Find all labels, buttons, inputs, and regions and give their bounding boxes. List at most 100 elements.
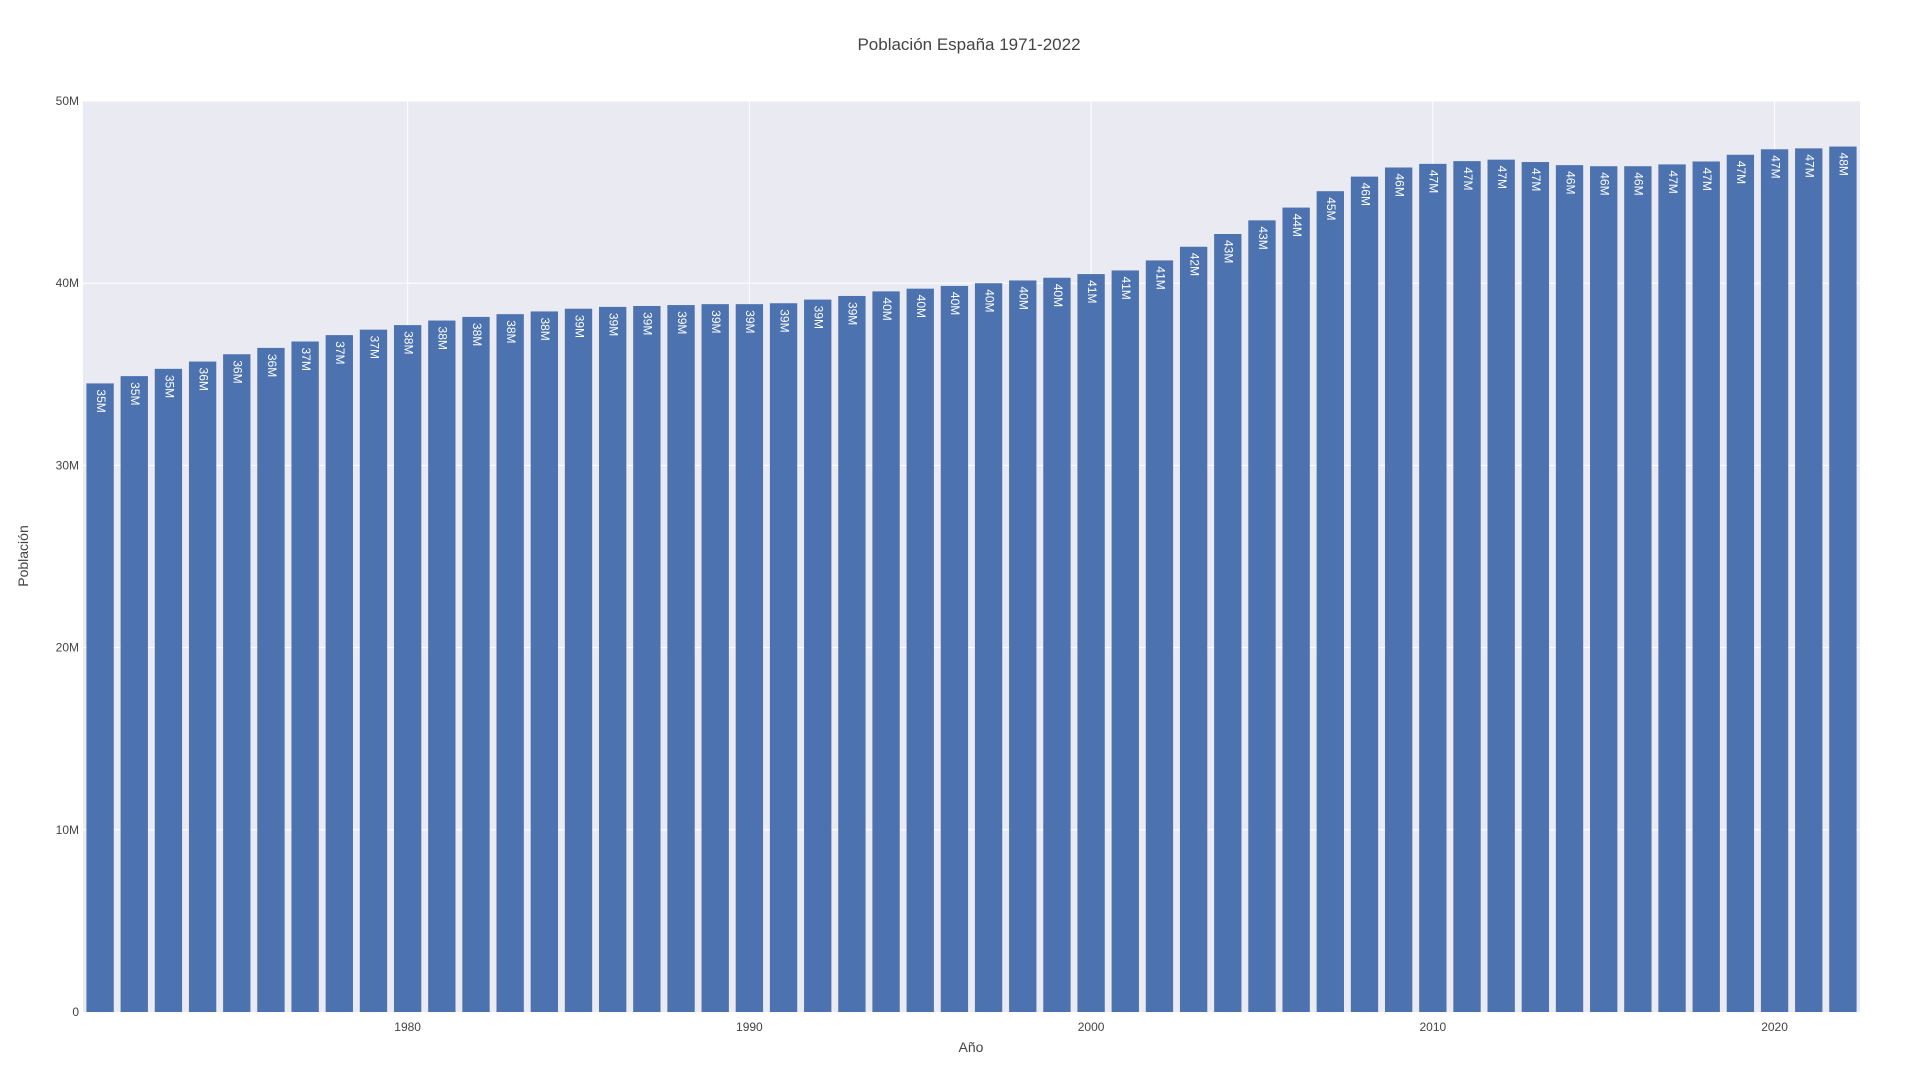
bar bbox=[1829, 146, 1857, 1013]
x-tick-label: 2020 bbox=[1761, 1020, 1788, 1034]
bar-data-label: 35M bbox=[162, 375, 176, 398]
bar-data-label: 36M bbox=[265, 354, 279, 377]
y-tick-label: 10M bbox=[56, 823, 79, 837]
bar bbox=[1145, 260, 1174, 1012]
bar bbox=[1590, 166, 1618, 1012]
y-tick-label: 30M bbox=[56, 458, 79, 472]
bar bbox=[1453, 161, 1481, 1013]
bar-data-label: 39M bbox=[675, 311, 689, 334]
bar-data-label: 37M bbox=[299, 348, 313, 371]
bar bbox=[1009, 280, 1037, 1012]
bar bbox=[1043, 277, 1071, 1012]
bar-data-label: 43M bbox=[1256, 226, 1270, 249]
bar bbox=[804, 299, 832, 1012]
bar-data-label: 47M bbox=[1427, 170, 1441, 193]
bar bbox=[462, 316, 490, 1013]
bar-data-label: 46M bbox=[1392, 174, 1406, 197]
bar bbox=[1179, 246, 1208, 1012]
bar-data-label: 47M bbox=[1666, 170, 1680, 193]
bar-data-label: 40M bbox=[982, 289, 996, 312]
bar bbox=[1692, 161, 1720, 1012]
bar-data-label: 38M bbox=[470, 323, 484, 346]
x-tick-label: 1980 bbox=[394, 1020, 421, 1034]
bar-data-label: 41M bbox=[1119, 276, 1133, 299]
x-tick-label: 2000 bbox=[1078, 1020, 1105, 1034]
bar bbox=[735, 304, 764, 1012]
bar bbox=[769, 303, 798, 1012]
bar-data-label: 41M bbox=[1085, 280, 1099, 303]
bar-data-label: 46M bbox=[1598, 172, 1612, 195]
bar bbox=[1726, 154, 1755, 1012]
bar bbox=[1487, 159, 1515, 1012]
bar-data-label: 35M bbox=[128, 382, 142, 405]
bar bbox=[257, 347, 285, 1013]
bar bbox=[1316, 191, 1344, 1013]
bar-data-label: 39M bbox=[709, 310, 723, 333]
bar-data-label: 42M bbox=[1187, 253, 1201, 276]
bar bbox=[223, 354, 251, 1012]
bar-data-label: 40M bbox=[948, 292, 962, 315]
bar-data-label: 47M bbox=[1768, 155, 1782, 178]
bar-data-label: 37M bbox=[333, 341, 347, 364]
bar-data-label: 40M bbox=[1017, 286, 1031, 309]
bar bbox=[1419, 163, 1447, 1012]
bar-data-label: 47M bbox=[1529, 168, 1543, 191]
y-tick-label: 50M bbox=[56, 94, 79, 108]
bar bbox=[291, 341, 319, 1012]
bar bbox=[359, 329, 388, 1012]
bar-data-label: 39M bbox=[641, 312, 655, 335]
bar bbox=[1795, 148, 1823, 1012]
bar bbox=[564, 308, 593, 1012]
bar bbox=[86, 383, 114, 1012]
bar-data-label: 47M bbox=[1495, 166, 1509, 189]
bar bbox=[906, 288, 934, 1012]
bar bbox=[1555, 165, 1584, 1012]
bar-data-label: 35M bbox=[94, 389, 108, 412]
bar-data-label: 44M bbox=[1290, 214, 1304, 237]
x-axis-ticks: 1980 1990 2000 2010 2020 bbox=[394, 1020, 1788, 1034]
bar bbox=[1350, 176, 1379, 1012]
bar-data-label: 36M bbox=[231, 360, 245, 383]
bar-data-label: 48M bbox=[1837, 153, 1851, 176]
bar-data-label: 36M bbox=[196, 368, 210, 391]
bar-data-label: 38M bbox=[504, 320, 518, 343]
bar-data-label: 39M bbox=[812, 306, 826, 329]
bar bbox=[1077, 274, 1105, 1013]
bar bbox=[974, 283, 1003, 1012]
bar-data-label: 39M bbox=[607, 313, 621, 336]
bars: 35M 35M 35M 36M 36M 36M 37M 37M 37M 38M 38M 38M 38M 3… bbox=[86, 146, 1857, 1013]
bar bbox=[154, 368, 183, 1013]
bar-data-label: 47M bbox=[1803, 154, 1817, 177]
bar-data-label: 47M bbox=[1461, 167, 1475, 190]
bar bbox=[188, 361, 217, 1012]
bar-data-label: 37M bbox=[367, 336, 381, 359]
bar bbox=[1248, 220, 1276, 1012]
x-tick-label: 1990 bbox=[736, 1020, 763, 1034]
bar bbox=[633, 305, 661, 1013]
bar bbox=[838, 295, 866, 1013]
x-axis-title: Año bbox=[959, 1039, 984, 1055]
bar bbox=[1760, 149, 1789, 1012]
bar-data-label: 38M bbox=[436, 327, 450, 350]
bar bbox=[667, 305, 695, 1013]
bar-data-label: 46M bbox=[1632, 172, 1646, 195]
y-axis-title: Población bbox=[15, 525, 31, 587]
bar-data-label: 40M bbox=[1051, 284, 1065, 307]
bar bbox=[599, 306, 627, 1012]
bar bbox=[120, 376, 148, 1012]
bar bbox=[940, 285, 969, 1013]
bar-data-label: 40M bbox=[914, 295, 928, 318]
y-axis-ticks: 0 10M 20M 30M 40M 50M bbox=[56, 94, 80, 1019]
bar-data-label: 38M bbox=[538, 317, 552, 340]
bar bbox=[530, 311, 559, 1012]
bar bbox=[872, 291, 900, 1012]
bar-data-label: 38M bbox=[401, 331, 415, 354]
y-tick-label: 20M bbox=[56, 641, 79, 655]
y-tick-label: 0 bbox=[72, 1005, 79, 1019]
bar bbox=[1214, 234, 1242, 1013]
bar-data-label: 41M bbox=[1153, 266, 1167, 289]
bar-data-label: 45M bbox=[1324, 197, 1338, 220]
bar-data-label: 39M bbox=[846, 302, 860, 325]
bar bbox=[1111, 270, 1139, 1012]
bar-data-label: 39M bbox=[572, 315, 586, 338]
